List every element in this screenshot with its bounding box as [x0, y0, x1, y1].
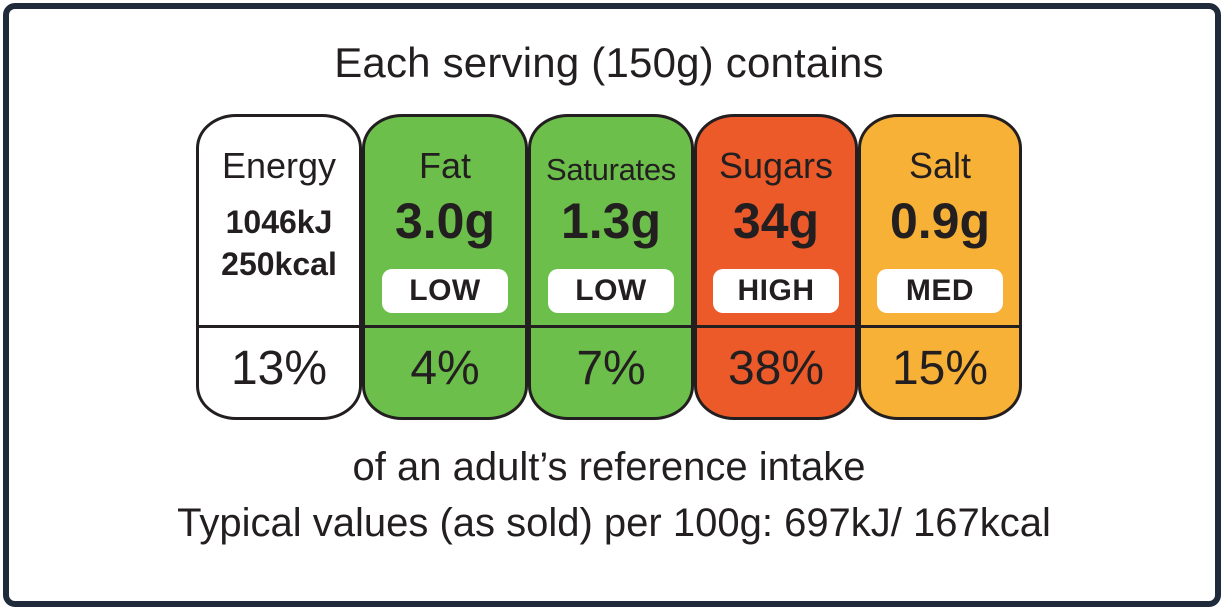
panel-energy-percent: 13%: [230, 342, 328, 395]
panel-salt-divider: [861, 325, 1019, 328]
panel-salt-level-badge: MED: [877, 269, 1003, 313]
panel-saturates-percent: 7%: [576, 342, 646, 395]
panel-saturates-name: Saturates: [546, 152, 676, 187]
panel-sugars-divider: [697, 325, 855, 328]
panel-sugars: Sugars 34g HIGH 38%: [694, 114, 858, 420]
panel-saturates-divider: [531, 325, 691, 328]
panel-sugars-amount: 34g: [732, 193, 820, 249]
panel-energy-kcal: 250kcal: [221, 246, 337, 282]
reference-intake-caption: of an adult’s reference intake: [352, 445, 866, 489]
panel-fat-divider: [365, 325, 525, 328]
panel-saturates-level-badge: LOW: [548, 269, 674, 313]
panel-saturates-amount: 1.3g: [560, 193, 662, 249]
panel-fat-name: Fat: [418, 145, 471, 186]
panel-fat: Fat 3.0g LOW 4%: [362, 114, 528, 420]
panel-fat-percent: 4%: [410, 342, 480, 395]
panel-energy-name: Energy: [221, 145, 337, 186]
panel-salt-percent: 15%: [891, 342, 989, 395]
panel-sugars-level-badge: HIGH: [713, 269, 839, 313]
panel-fat-level-badge: LOW: [382, 269, 508, 313]
panel-energy: Energy 1046kJ 250kcal 13%: [196, 114, 362, 420]
panel-energy-kj: 1046kJ: [225, 204, 333, 240]
panel-sugars-percent: 38%: [727, 342, 825, 395]
panel-salt-name: Salt: [908, 145, 972, 186]
panel-salt-amount: 0.9g: [889, 193, 991, 249]
panel-sugars-name: Sugars: [718, 145, 834, 186]
panel-salt: Salt 0.9g MED 15%: [858, 114, 1022, 420]
typical-values-caption: Typical values (as sold) per 100g: 697kJ…: [177, 501, 1051, 545]
panel-energy-divider: [199, 325, 359, 328]
panel-saturates: Saturates 1.3g LOW 7%: [528, 114, 694, 420]
panel-fat-amount: 3.0g: [394, 193, 496, 249]
serving-header: Each serving (150g) contains: [334, 39, 884, 86]
